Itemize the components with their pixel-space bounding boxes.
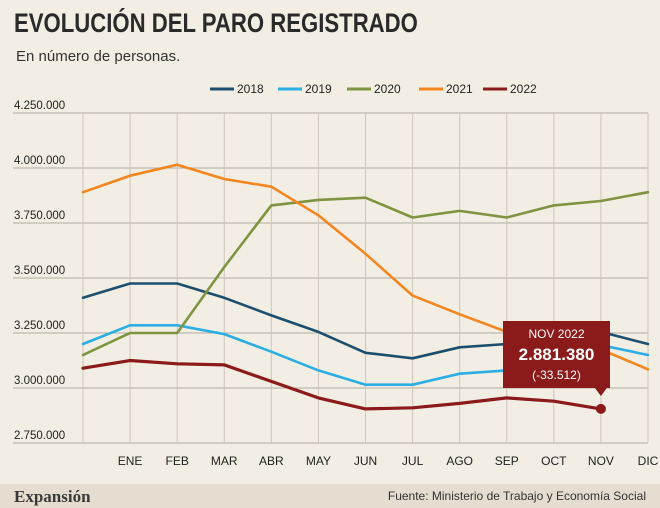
annotation-pointer [594, 388, 607, 396]
y-tick-label: 2.750.000 [14, 430, 65, 442]
source-note: Fuente: Ministerio de Trabajo y Economía… [387, 489, 646, 503]
footer-bar: Expansión Fuente: Ministerio de Trabajo … [0, 484, 660, 508]
series-line-2020 [81, 190, 650, 357]
chart-subtitle: En número de personas. [16, 48, 181, 65]
x-tick-label: AGO [446, 454, 473, 468]
annotation-value: 2.881.380 [519, 345, 595, 364]
y-tick-label: 3.500.000 [14, 265, 65, 277]
x-tick-label: SEP [495, 454, 519, 468]
annotation-label: NOV 2022 [528, 327, 584, 341]
brand-logo: Expansión [14, 487, 91, 506]
series-line-2022 [81, 358, 603, 411]
annotation-box [503, 321, 610, 388]
legend-label: 2022 [510, 82, 537, 96]
legend-label: 2018 [237, 82, 264, 96]
x-tick-label: FEB [165, 454, 188, 468]
chart-title: EVOLUCIÓN DEL PARO REGISTRADO [14, 8, 418, 38]
x-tick-label: DIC [638, 454, 659, 468]
y-tick-label: 3.750.000 [14, 210, 65, 222]
y-tick-label: 4.000.000 [14, 155, 65, 167]
legend-label: 2020 [374, 82, 401, 96]
x-tick-label: NOV [588, 454, 614, 468]
annotation-change: (-33.512) [532, 368, 581, 382]
x-tick-label: MAY [306, 454, 331, 468]
legend-label: 2021 [446, 82, 473, 96]
x-tick-label: JUL [402, 454, 424, 468]
annotation-point [595, 403, 606, 414]
x-tick-label: MAR [211, 454, 238, 468]
x-tick-label: ENE [118, 454, 143, 468]
y-tick-label: 3.000.000 [14, 375, 65, 387]
x-tick-label: ABR [259, 454, 284, 468]
y-tick-label: 4.250.000 [14, 100, 65, 112]
x-tick-label: JUN [354, 454, 377, 468]
legend-label: 2019 [305, 82, 332, 96]
y-tick-label: 3.250.000 [14, 320, 65, 332]
x-tick-label: OCT [541, 454, 567, 468]
line-chart: 2.750.000 3.000.000 3.250.000 3.500.000 3.75… [13, 82, 659, 468]
